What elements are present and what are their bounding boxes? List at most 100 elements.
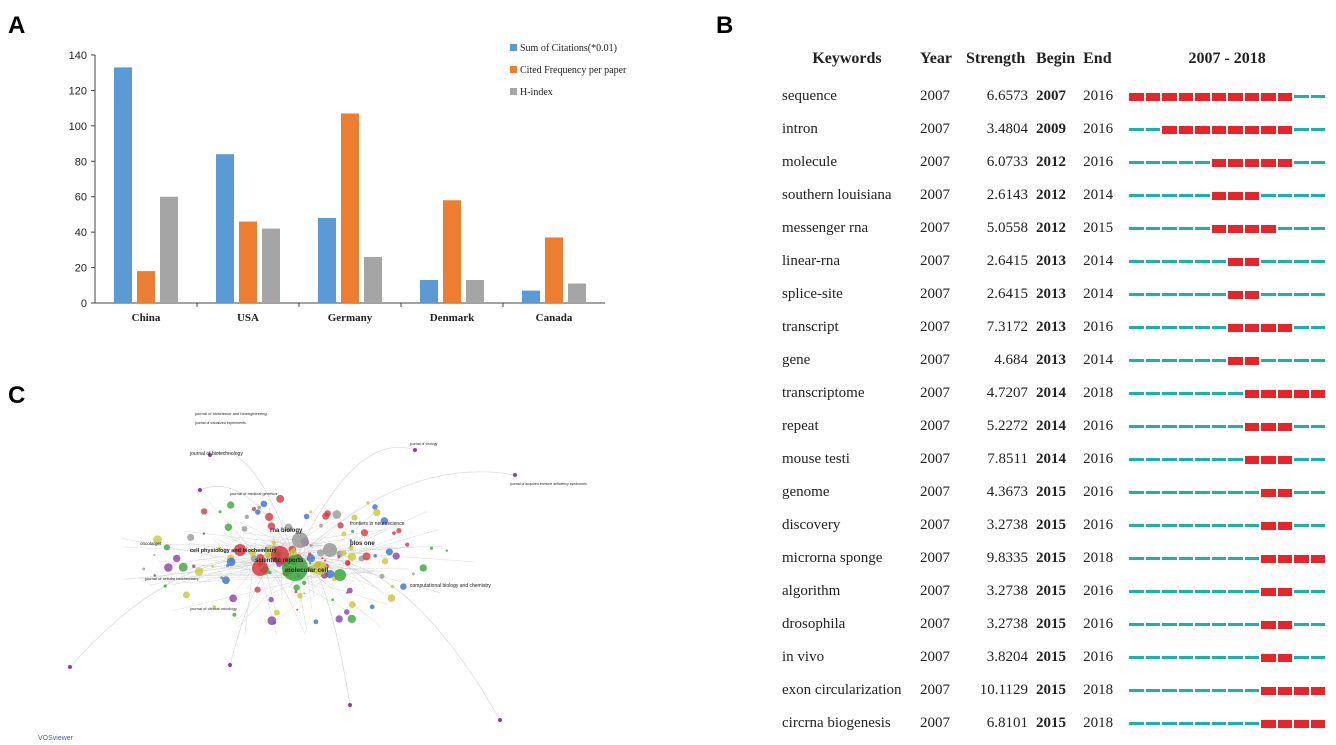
burst-segment [1261, 521, 1276, 530]
burst-segment [1129, 194, 1144, 197]
burst-segment [1211, 191, 1227, 200]
burst-bar-cell [1125, 608, 1329, 641]
keyword-cell: drosophila [782, 616, 846, 632]
burst-segment [1145, 326, 1161, 329]
panel-letter-a: A [8, 12, 26, 39]
burst-segment [1310, 524, 1326, 527]
end-cell: 2016 [1083, 418, 1114, 434]
network-link [274, 568, 306, 635]
burst-bar [1129, 488, 1326, 497]
keyword-cell: transcript [782, 319, 839, 335]
burst-segment [1129, 359, 1144, 362]
keyword-cell: gene [782, 352, 811, 368]
network-node [400, 583, 407, 590]
burst-segment [1228, 722, 1243, 725]
network-node [228, 663, 232, 667]
burst-segment [1129, 557, 1144, 560]
burst-row: algorithm 2007 3.2738 2015 2016 [760, 575, 1329, 608]
burst-segment [1211, 293, 1227, 296]
burst-segment [1261, 293, 1276, 296]
burst-segment [1294, 524, 1309, 527]
burst-segment [1261, 587, 1276, 596]
burst-segment [1178, 656, 1194, 659]
burst-segment [1145, 293, 1161, 296]
burst-row: microrna sponge 2007 9.8335 2015 2018 [760, 542, 1329, 575]
y-tick-label: 20 [75, 263, 87, 275]
burst-segment [1195, 623, 1210, 626]
burst-segment [1195, 590, 1210, 593]
network-label: journal of cellular biochemistry [144, 576, 199, 581]
burst-segment [1129, 491, 1144, 494]
burst-segment [1145, 359, 1161, 362]
burst-segment [1228, 257, 1243, 266]
strength-cell: 3.4804 [986, 121, 1028, 137]
burst-segment [1261, 260, 1276, 263]
burst-bar [1129, 92, 1326, 101]
vosviewer-logo-text: VOSviewer [38, 735, 74, 742]
burst-segment [1178, 392, 1194, 395]
burst-bar [1129, 587, 1326, 596]
bar-denmark-1 [443, 200, 461, 303]
burst-segment [1211, 623, 1227, 626]
network-node [335, 615, 343, 623]
burst-segment [1145, 458, 1161, 461]
burst-row: transcriptome 2007 4.7207 2014 2018 [760, 377, 1329, 410]
burst-segment [1178, 590, 1194, 593]
strength-cell: 6.0733 [986, 154, 1028, 170]
burst-segment [1211, 392, 1227, 395]
network-node [297, 592, 303, 599]
burst-segment [1162, 458, 1177, 461]
burst-segment [1244, 257, 1260, 266]
burst-segment [1211, 656, 1227, 659]
x-tick-label: China [132, 312, 161, 324]
network-node [222, 576, 230, 585]
burst-segment [1244, 524, 1260, 527]
burst-bar-cell [1125, 311, 1329, 344]
burst-row: in vivo 2007 3.8204 2015 2016 [760, 641, 1329, 674]
strength-cell: 7.3172 [986, 319, 1028, 335]
burst-segment [1195, 425, 1210, 428]
network-node [276, 494, 285, 503]
burst-segment [1261, 194, 1276, 197]
network-link [294, 446, 416, 561]
network-node [317, 549, 325, 557]
burst-segment [1228, 158, 1243, 167]
network-node [218, 510, 222, 514]
burst-segment [1195, 524, 1210, 527]
network-link [175, 574, 332, 584]
network-link [265, 568, 276, 610]
burst-segment [1277, 488, 1293, 497]
burst-segment [1228, 557, 1243, 560]
panel-b-burst-table: Keywords Year Strength Begin End 2007 - … [760, 50, 1336, 745]
network-node [142, 567, 146, 571]
keyword-cell: molecule [782, 154, 837, 170]
burst-segment [1261, 488, 1276, 497]
burst-segment [1195, 689, 1210, 692]
end-cell: 2016 [1083, 121, 1114, 137]
burst-segment [1129, 227, 1144, 230]
network-node [373, 508, 381, 517]
network-node [366, 501, 370, 505]
burst-segment [1162, 689, 1177, 692]
burst-bar-cell [1125, 443, 1329, 476]
burst-segment [1178, 458, 1194, 461]
network-node [173, 554, 181, 563]
network-link [209, 451, 296, 561]
burst-segment [1244, 455, 1260, 464]
burst-bar [1129, 389, 1326, 398]
network-node [324, 510, 331, 517]
burst-segment [1178, 722, 1194, 725]
end-cell: 2018 [1083, 385, 1114, 401]
network-node [187, 533, 195, 541]
burst-segment [1195, 722, 1210, 725]
burst-bar-cell [1125, 179, 1329, 212]
begin-cell: 2015 [1036, 583, 1066, 599]
year-cell: 2007 [920, 550, 950, 566]
network-node [362, 552, 371, 561]
bar-usa-2 [262, 228, 280, 303]
network-node [346, 587, 353, 594]
network-link [310, 573, 331, 579]
burst-bar [1129, 191, 1326, 200]
burst-row: discovery 2007 3.2738 2015 2016 [760, 509, 1329, 542]
keyword-cell: linear-rna [782, 253, 840, 269]
